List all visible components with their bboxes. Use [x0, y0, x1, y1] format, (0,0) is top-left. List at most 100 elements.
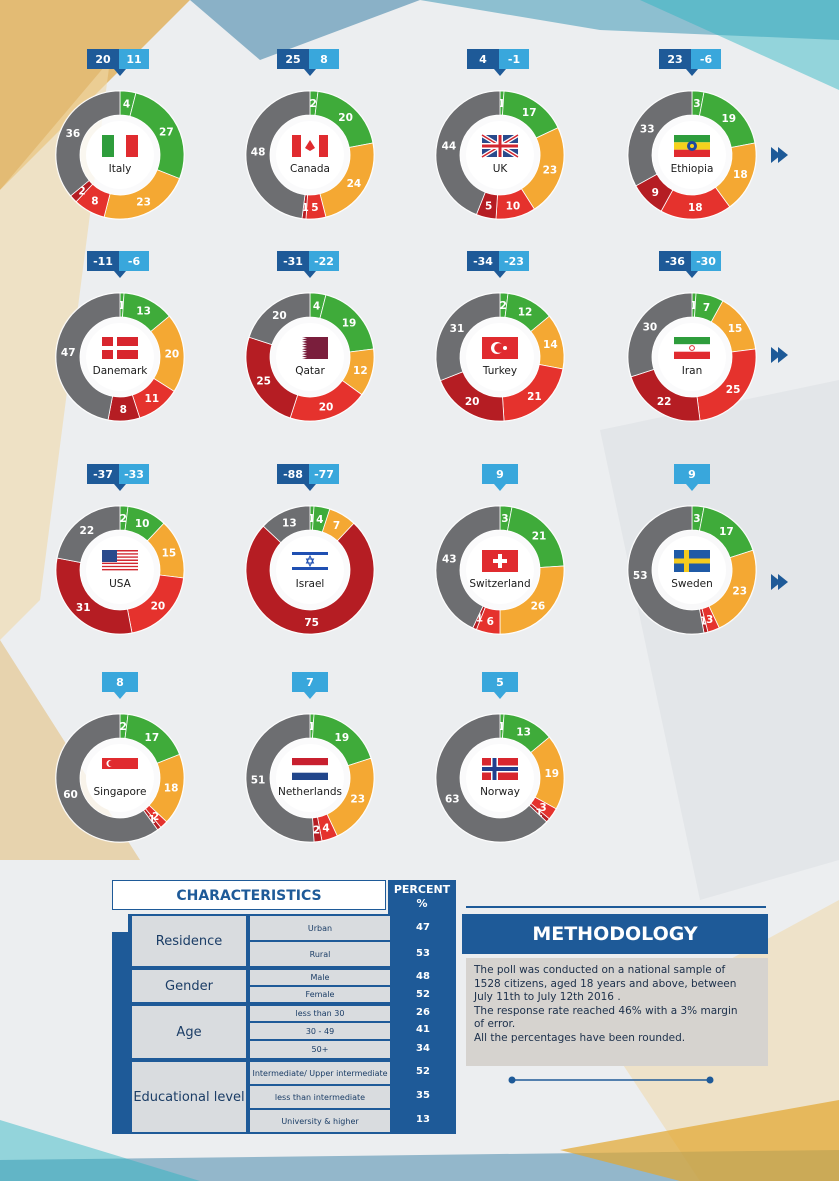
country-label: Ethiopia	[671, 163, 714, 175]
methodology-line: July 11th to July 12th 2016 .	[474, 991, 621, 1003]
flag-part	[674, 337, 710, 345]
segment-label: 20	[338, 112, 353, 124]
segment-label: 13	[136, 306, 151, 318]
country-label: Qatar	[295, 365, 325, 377]
badge	[102, 672, 138, 692]
flag-part	[674, 558, 710, 564]
donut-segment	[55, 713, 159, 843]
donut-segment	[55, 90, 121, 197]
segment-label: 18	[733, 169, 748, 181]
donut-segment	[248, 292, 311, 346]
segment-label: 7	[703, 302, 710, 314]
badge-pointer	[114, 484, 126, 491]
next-arrow-icon[interactable]	[769, 144, 791, 166]
row-label: less than intermediate	[250, 1086, 390, 1108]
flag-part	[302, 337, 307, 359]
badge-pointer	[686, 271, 698, 278]
row-label: Intermediate/ Upper intermediate	[250, 1062, 390, 1084]
crescent-icon	[494, 343, 504, 353]
segment-label: 43	[442, 554, 457, 566]
flag-part	[102, 565, 138, 568]
segment-label: 1	[118, 300, 125, 312]
badge-value: -88	[283, 468, 303, 481]
flag-icon-usa	[102, 550, 138, 572]
donut-chart-usa: 2 10 15 20 31 22 USA -37 -33	[55, 464, 185, 635]
badge-secondary	[499, 49, 529, 69]
badge-pointer	[114, 692, 126, 699]
country-label: Netherlands	[278, 786, 342, 798]
badge-secondary	[309, 49, 339, 69]
donut-chart-qatar: 4 19 12 20 25 20 Qatar -31 -22	[245, 251, 375, 422]
row-value: 41	[416, 1024, 430, 1035]
badge-pointer	[304, 692, 316, 699]
flag-part	[102, 570, 138, 572]
badge-value: -23	[504, 255, 524, 268]
category-education: Educational level	[132, 1062, 246, 1132]
star-of-david-icon	[305, 558, 315, 568]
country-label: Switzerland	[469, 578, 530, 590]
segment-label: 23	[136, 196, 151, 208]
methodology-text: The poll was conducted on a national sam…	[466, 958, 768, 1066]
flag-icon-singapore	[102, 758, 138, 780]
segment-label: 24	[347, 178, 362, 190]
row-label: Rural	[250, 942, 390, 966]
flag-part	[482, 144, 518, 148]
flag-part	[482, 767, 518, 771]
percent-header: PERCENT %	[388, 880, 456, 914]
segment-label: 1	[148, 814, 155, 826]
methodology-title: METHODOLOGY	[462, 914, 768, 954]
flag-part	[102, 564, 138, 566]
segment-label: 2	[313, 825, 320, 837]
percent-header-unit: %	[416, 897, 428, 910]
badge-pointer	[114, 69, 126, 76]
flag-part	[102, 550, 117, 562]
flag-icon-ethiopia	[674, 135, 710, 157]
row-value: 48	[416, 971, 430, 982]
badge-value: 9	[688, 468, 696, 481]
badge-secondary	[309, 464, 339, 484]
row-value: 13	[416, 1114, 430, 1125]
badge-pointer	[686, 484, 698, 491]
segment-label: 21	[532, 531, 547, 543]
donut-segment	[245, 90, 311, 219]
flag-part	[292, 337, 302, 359]
next-arrow-icon[interactable]	[769, 571, 791, 593]
donut-segment	[435, 713, 548, 843]
country-label: Canada	[290, 163, 330, 175]
segment-label: 23	[543, 165, 558, 177]
segment-label: 9	[652, 187, 659, 199]
donut-chart-switzerland: 3 21 26 61 43 Switzerland 9	[435, 464, 565, 635]
next-arrow-icon[interactable]	[769, 344, 791, 366]
segment-label: 1	[308, 513, 315, 525]
methodology-line: of error.	[474, 1018, 516, 1030]
row-label: less than 30	[250, 1006, 390, 1021]
flag-icon-iran	[674, 337, 710, 359]
segment-label: 31	[76, 602, 91, 614]
segment-label: 22	[80, 525, 95, 537]
badge-pointer	[304, 69, 316, 76]
segment-label: 1	[476, 613, 483, 625]
flag-icon-israel	[292, 550, 328, 572]
donut-segment	[435, 90, 501, 216]
methodology-line: The response rate reached 46% with a 3% …	[474, 1004, 738, 1017]
badge-value: 4	[479, 53, 487, 66]
flag-part	[102, 568, 138, 571]
segment-label: 31	[450, 323, 465, 335]
emblem-icon	[689, 345, 695, 351]
badge-value: -22	[314, 255, 334, 268]
flag-icon-uk	[480, 133, 520, 159]
badge-secondary	[499, 251, 529, 271]
segment-label: 18	[164, 783, 179, 795]
segment-label: 23	[732, 586, 747, 598]
segment-label: 1	[700, 616, 707, 628]
segment-label: 10	[506, 200, 521, 212]
segment-label: 44	[442, 140, 457, 152]
segment-label: 19	[335, 732, 350, 744]
segment-label: 7	[333, 520, 340, 532]
segment-label: 6	[487, 616, 494, 628]
donut-chart-canada: 2 20 24 51 48 Canada 25 8	[245, 49, 375, 220]
segment-label: 11	[145, 393, 160, 405]
country-label: Iran	[682, 365, 703, 377]
